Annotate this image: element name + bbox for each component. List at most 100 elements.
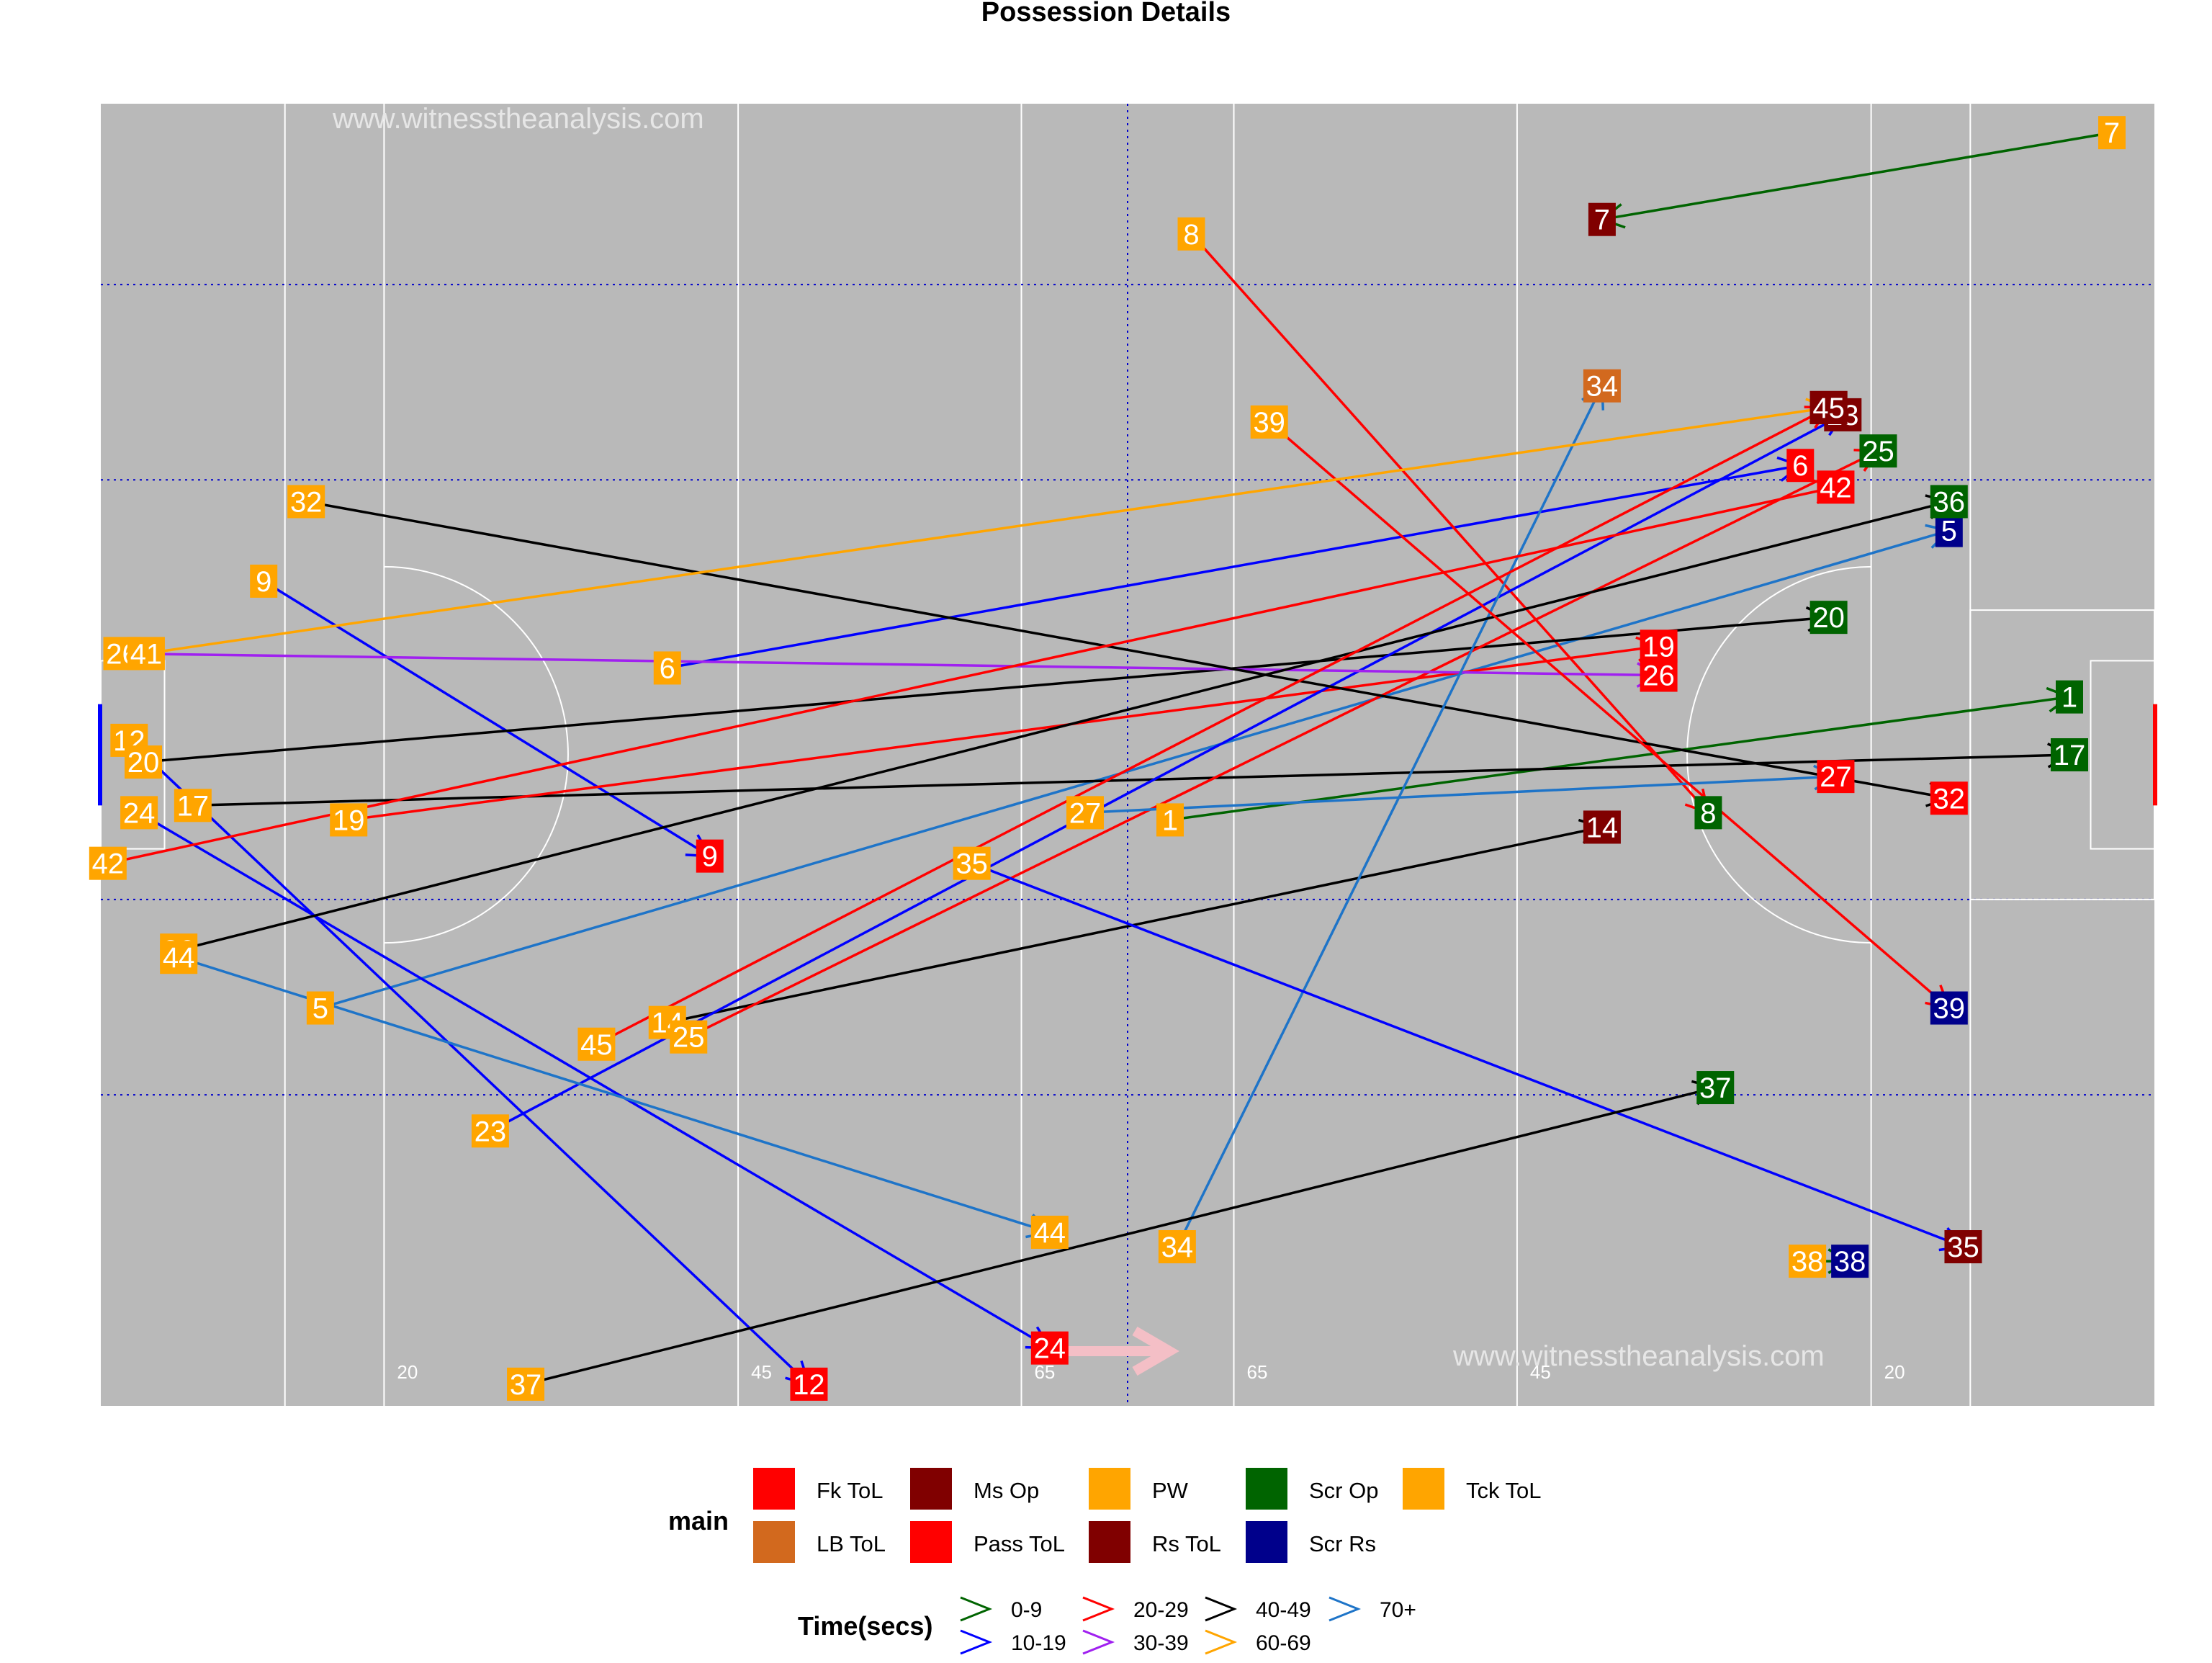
end-label-34: 34: [1583, 369, 1621, 403]
end-label-26: 26: [1640, 658, 1678, 692]
end-label-24-text: 24: [1034, 1333, 1066, 1365]
possession-labels: 1155667788991212141417171919202023232424…: [89, 116, 2126, 1401]
pitch-distance-label: 65: [1247, 1361, 1268, 1383]
end-label-44: 44: [1030, 1215, 1069, 1249]
start-label-37-box: [507, 1367, 545, 1401]
legend-item-label: Pass ToL: [974, 1531, 1065, 1556]
start-label-8: 8: [1177, 217, 1205, 251]
start-label-1: 1: [1156, 803, 1184, 837]
legend-time-key-4: [1205, 1596, 1238, 1622]
start-label-42: 42: [89, 846, 127, 880]
end-label-36: 36: [1930, 485, 1968, 519]
possession-arrow-9: [263, 580, 711, 858]
end-label-8: 8: [1694, 796, 1722, 830]
start-label-20-box: [125, 745, 163, 779]
end-label-19: 19: [1640, 629, 1678, 663]
pitch-distance-label: 20: [397, 1361, 418, 1383]
end-label-27: 27: [1817, 760, 1855, 794]
start-label-34: 34: [1158, 1230, 1196, 1264]
possession-arrow-42: [107, 485, 1836, 865]
start-label-45-box: [577, 1027, 616, 1061]
end-label-25-text: 25: [1862, 436, 1894, 467]
start-label-34-box: [1158, 1230, 1196, 1264]
legend-time-label: 60-69: [1256, 1631, 1311, 1655]
end-label-45-box: [1809, 390, 1848, 424]
start-label-42-text: 42: [92, 848, 125, 880]
pitch-distance-label: 45: [751, 1361, 772, 1383]
end-label-27-text: 27: [1820, 761, 1852, 793]
start-label-35-box: [953, 846, 991, 880]
pitch-distance-label: 45: [1530, 1361, 1551, 1383]
legend-item-label: Fk ToL: [817, 1478, 883, 1503]
start-label-6: 6: [653, 651, 681, 685]
start-label-24-text: 24: [123, 797, 156, 829]
possession-arrow-19: [348, 645, 1659, 822]
end-label-39: 39: [1930, 991, 1968, 1025]
end-label-1-box: [2055, 680, 2083, 714]
start-label-17-box: [174, 789, 212, 822]
start-label-44: 44: [160, 941, 198, 974]
start-label-32-text: 32: [290, 486, 323, 518]
end-label-12-box: [790, 1367, 828, 1401]
start-label-27: 27: [1066, 796, 1104, 830]
possession-arrow-5: [320, 529, 1950, 1010]
legend-item-label: Scr Op: [1309, 1478, 1378, 1503]
possession-arrow-12: [128, 739, 810, 1386]
end-label-34-text: 34: [1586, 371, 1619, 403]
start-label-39-box: [1250, 405, 1288, 439]
end-label-42-box: [1817, 470, 1855, 504]
end-label-36-text: 36: [1933, 486, 1966, 518]
start-label-27-box: [1066, 796, 1104, 830]
right-arc: [1686, 565, 1871, 944]
end-label-44-box: [1030, 1215, 1069, 1249]
end-label-35-box: [1944, 1230, 1982, 1264]
start-label-9-box: [250, 564, 278, 598]
end-label-37-text: 37: [1699, 1072, 1732, 1104]
possession-arrow-39: [1268, 421, 1950, 1009]
possession-arrow-36: [178, 500, 1950, 951]
start-label-41-box: [127, 637, 165, 671]
legend-swatch-3: [910, 1521, 952, 1563]
start-label-20-text: 20: [127, 747, 160, 779]
start-label-37-text: 37: [510, 1369, 542, 1401]
possession-arrow-20: [143, 616, 1829, 763]
legend-time-label: 20-29: [1133, 1598, 1189, 1622]
end-label-9-box: [696, 839, 724, 873]
end-label-9: 9: [696, 839, 724, 873]
legend-swatch-6: [1246, 1468, 1287, 1510]
possession-arrow-1: [1169, 695, 2070, 822]
end-label-1: 1: [2055, 680, 2083, 714]
start-label-1-box: [1156, 803, 1184, 837]
start-label-19-text: 19: [333, 804, 365, 836]
legend-time-key-6: [1328, 1596, 1362, 1622]
end-label-34-box: [1583, 369, 1621, 403]
end-label-32-box: [1930, 781, 1968, 815]
end-label-44-text: 44: [1034, 1217, 1066, 1249]
end-label-12: 12: [790, 1367, 828, 1401]
possession-arrow-26: [122, 652, 1659, 677]
end-label-32-text: 32: [1933, 783, 1966, 815]
legend-time-label: 40-49: [1256, 1598, 1311, 1622]
end-label-17-text: 17: [2054, 740, 2086, 771]
legend-item-label: LB ToL: [817, 1531, 886, 1556]
start-label-23-text: 23: [475, 1116, 507, 1147]
start-label-19: 19: [330, 803, 368, 837]
legend-time-key-0: [960, 1596, 993, 1622]
end-label-5-box: [1935, 514, 1963, 547]
start-label-1-text: 1: [1162, 804, 1178, 836]
legend-item-label: Rs ToL: [1152, 1531, 1221, 1556]
legend-item-label: PW: [1152, 1478, 1189, 1503]
legend-swatch-5: [1089, 1521, 1130, 1563]
end-label-24: 24: [1030, 1331, 1069, 1365]
end-label-26-box: [1640, 658, 1678, 692]
end-label-19-box: [1640, 629, 1678, 663]
legend-time-label: 0-9: [1011, 1598, 1042, 1622]
legend-swatch-2: [910, 1468, 952, 1510]
start-label-20: 20: [125, 745, 163, 779]
end-label-37-box: [1696, 1071, 1735, 1105]
legend-swatch-7: [1246, 1521, 1287, 1563]
start-label-35: 35: [953, 846, 991, 880]
end-label-1-text: 1: [2062, 682, 2077, 714]
